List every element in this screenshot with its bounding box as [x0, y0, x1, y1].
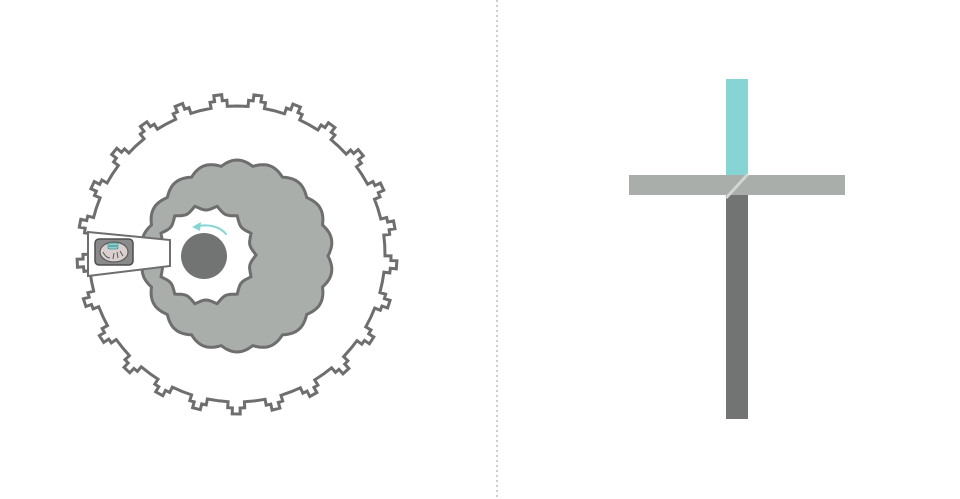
vertical-top-bar — [726, 79, 748, 176]
rotation-arrow-icon — [192, 222, 227, 235]
cutaway-window-icon — [99, 241, 129, 263]
center-shaft — [181, 233, 227, 279]
vertical-bottom-bar — [726, 195, 748, 419]
side-probe — [87, 230, 171, 278]
diagonal-link — [724, 172, 750, 200]
outer-toothed-ring — [75, 93, 399, 416]
left-panel — [75, 93, 399, 416]
right-panel — [629, 79, 845, 419]
